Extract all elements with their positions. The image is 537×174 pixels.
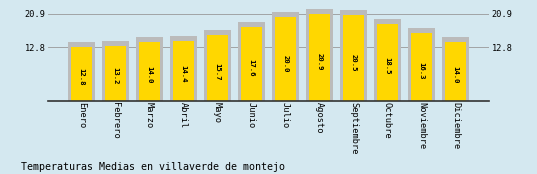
Text: 20.5: 20.5 xyxy=(351,54,357,71)
Bar xyxy=(275,17,296,101)
Bar xyxy=(173,41,194,101)
Bar xyxy=(204,30,231,101)
Text: 14.0: 14.0 xyxy=(147,66,153,83)
Text: 18.5: 18.5 xyxy=(384,57,390,75)
Bar xyxy=(68,42,95,101)
Bar xyxy=(411,33,432,101)
Text: 16.3: 16.3 xyxy=(418,62,424,79)
Bar xyxy=(71,48,92,101)
Text: 15.7: 15.7 xyxy=(214,63,221,80)
Bar xyxy=(136,37,163,101)
Bar xyxy=(238,22,265,101)
Bar xyxy=(374,19,401,101)
Text: 13.2: 13.2 xyxy=(113,67,119,85)
Bar xyxy=(139,42,160,101)
Bar xyxy=(442,37,469,101)
Bar xyxy=(272,12,299,101)
Bar xyxy=(309,14,330,101)
Text: 20.0: 20.0 xyxy=(282,55,288,72)
Bar xyxy=(170,36,197,101)
Bar xyxy=(241,27,262,101)
Bar xyxy=(105,46,126,101)
Bar xyxy=(306,9,333,101)
Bar xyxy=(408,28,434,101)
Text: 14.4: 14.4 xyxy=(180,65,186,83)
Bar xyxy=(207,35,228,101)
Bar xyxy=(343,15,364,101)
Text: 12.8: 12.8 xyxy=(78,68,85,86)
Bar xyxy=(445,42,466,101)
Text: Temperaturas Medias en villaverde de montejo: Temperaturas Medias en villaverde de mon… xyxy=(21,162,286,172)
Text: 17.6: 17.6 xyxy=(249,59,255,77)
Text: 20.9: 20.9 xyxy=(316,53,323,70)
Text: 14.0: 14.0 xyxy=(452,66,459,83)
Bar xyxy=(103,41,129,101)
Bar xyxy=(340,10,367,101)
Bar xyxy=(377,24,398,101)
